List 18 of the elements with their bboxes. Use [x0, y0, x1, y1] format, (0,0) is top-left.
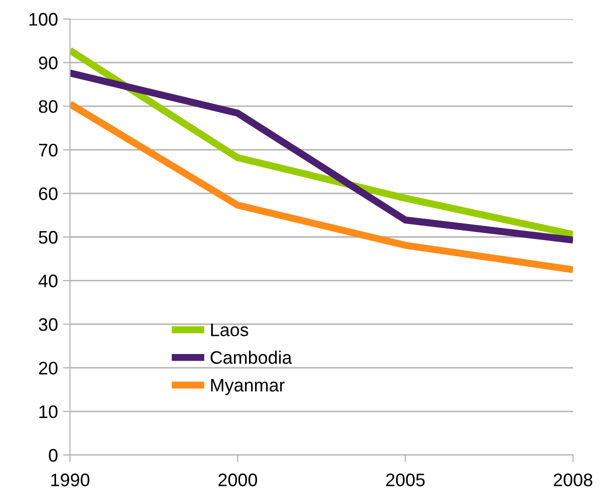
- legend-label: Laos: [211, 324, 248, 336]
- y-tick-label: 100: [29, 12, 58, 26]
- y-tick-label: 60: [39, 187, 58, 200]
- y-tick-label: 70: [39, 144, 58, 157]
- y-tick-label: 50: [38, 230, 58, 244]
- y-tick-label: 10: [39, 405, 58, 418]
- x-tick-label: 2008: [554, 474, 592, 486]
- y-tick-label: 30: [38, 318, 58, 331]
- y-tick-label: 90: [38, 56, 58, 70]
- legend-label: Myanmar: [211, 378, 285, 396]
- y-tick-label: 20: [39, 362, 58, 375]
- y-tick-label: 0: [48, 448, 58, 462]
- y-tick-label: 80: [38, 100, 58, 113]
- legend-label: Cambodia: [210, 350, 292, 364]
- y-tick-label: 40: [38, 274, 58, 288]
- x-tick-label: 2000: [218, 474, 258, 486]
- x-tick-label: 1990: [51, 474, 90, 486]
- x-tick-label: 2005: [386, 474, 425, 486]
